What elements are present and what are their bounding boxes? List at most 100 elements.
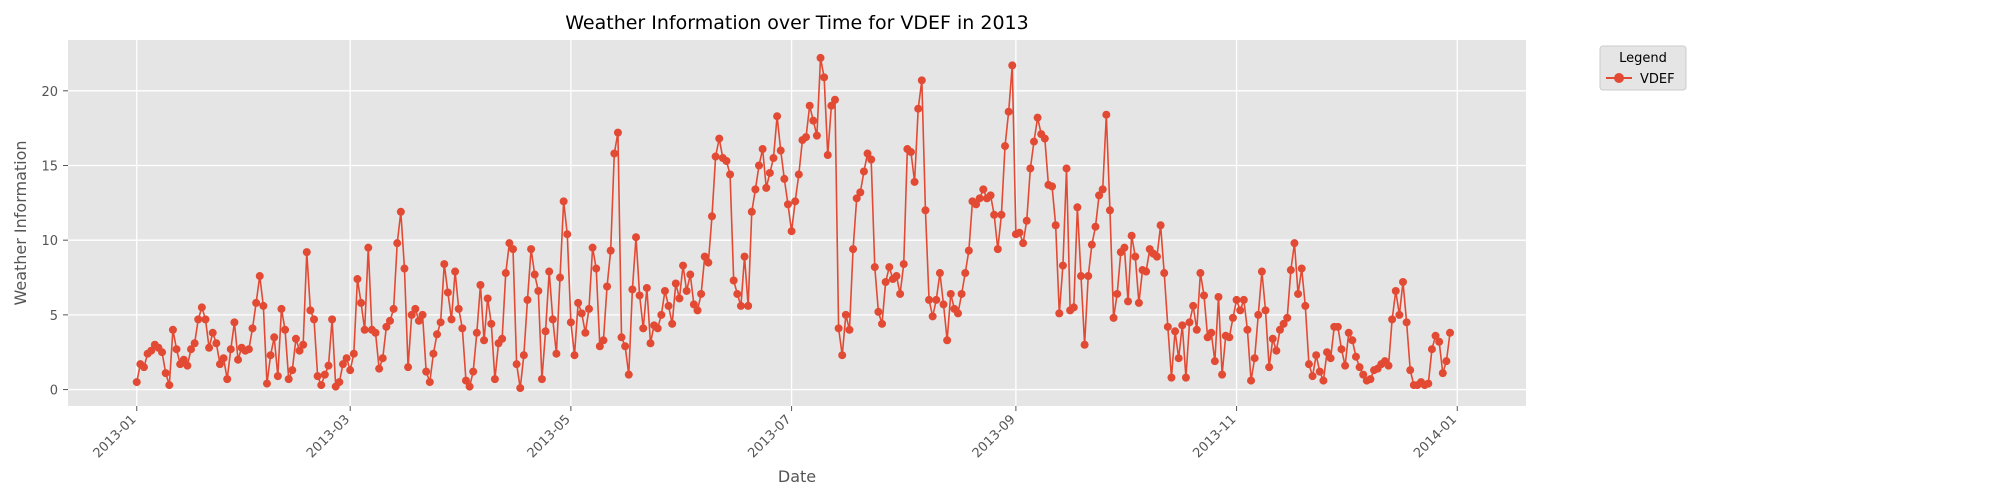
data-point [943, 336, 952, 345]
data-point [501, 269, 510, 278]
data-point [295, 346, 304, 355]
data-point [205, 343, 214, 352]
data-point [1254, 310, 1263, 319]
data-point [158, 348, 167, 357]
data-point [1247, 376, 1256, 385]
data-point [541, 327, 550, 336]
x-tick-label: 2013-09 [970, 412, 1019, 461]
data-point [1029, 137, 1038, 146]
data-point [954, 309, 962, 318]
data-point [642, 283, 651, 292]
data-point [972, 200, 981, 209]
data-point [302, 248, 311, 257]
data-point [139, 363, 148, 372]
data-point [255, 272, 264, 281]
y-tick-label: 20 [41, 85, 58, 100]
data-point [776, 146, 785, 155]
data-point [878, 319, 887, 328]
data-point [1210, 357, 1219, 366]
data-point [1225, 333, 1234, 342]
data-point [317, 381, 326, 390]
data-point [581, 328, 590, 337]
data-point [841, 310, 850, 319]
data-point [646, 339, 655, 348]
data-point [849, 245, 858, 254]
data-point [1243, 325, 1252, 334]
data-point [414, 316, 423, 325]
data-point [1192, 325, 1201, 334]
data-point [1301, 301, 1310, 310]
data-point [440, 260, 449, 269]
data-point [1279, 319, 1288, 328]
data-point [668, 319, 677, 328]
data-point [349, 349, 358, 358]
data-point [791, 197, 800, 206]
data-point [722, 157, 731, 165]
data-point [1406, 366, 1415, 375]
data-point [660, 286, 669, 295]
data-point [458, 324, 467, 333]
data-point [964, 246, 973, 255]
data-point [892, 272, 901, 281]
data-point [697, 289, 706, 298]
data-point [932, 295, 941, 304]
data-point [147, 346, 156, 355]
data-point [603, 282, 612, 291]
y-tick-label: 10 [41, 234, 58, 249]
data-point [617, 333, 626, 342]
data-point [925, 295, 934, 304]
data-point [545, 267, 554, 276]
data-point [306, 306, 315, 315]
data-point [1351, 352, 1360, 361]
x-tick-label: 2013-03 [304, 412, 353, 461]
data-point [187, 345, 196, 354]
data-point [1026, 164, 1035, 173]
data-point [838, 351, 847, 360]
data-point [1120, 243, 1129, 252]
data-point [281, 325, 290, 334]
data-point [1323, 348, 1332, 357]
data-point [870, 263, 879, 272]
data-point [313, 372, 322, 381]
data-point [1272, 346, 1281, 355]
data-point [715, 134, 724, 143]
data-point [364, 243, 373, 252]
data-point [1171, 327, 1180, 336]
data-point [859, 167, 868, 176]
data-point [168, 325, 177, 334]
data-point [856, 188, 865, 197]
data-point [1261, 306, 1270, 315]
data-point [751, 185, 760, 194]
data-point [266, 351, 275, 360]
data-point [671, 279, 680, 288]
data-point [729, 276, 738, 285]
data-point [1174, 354, 1183, 363]
data-point [693, 306, 702, 315]
data-point [1058, 261, 1067, 270]
data-point [425, 378, 434, 387]
data-point [682, 286, 691, 295]
y-tick-label: 5 [50, 309, 58, 324]
data-point [823, 151, 832, 160]
data-point [1290, 239, 1299, 248]
data-point [1337, 345, 1346, 354]
data-point [1189, 301, 1198, 310]
data-point [407, 310, 416, 319]
data-point [219, 354, 228, 363]
data-point [906, 148, 915, 157]
data-point [179, 355, 188, 364]
data-point [208, 328, 217, 337]
data-point [613, 128, 622, 137]
data-point [1333, 322, 1342, 331]
series-vdef [132, 53, 1455, 393]
data-point [1268, 334, 1277, 343]
data-point [624, 370, 633, 379]
data-point [711, 152, 720, 161]
data-point [324, 361, 333, 370]
data-point [469, 367, 478, 376]
data-point [360, 325, 369, 334]
data-point [451, 267, 460, 276]
data-point [1250, 354, 1259, 363]
data-point [588, 243, 597, 252]
data-point [957, 289, 966, 298]
